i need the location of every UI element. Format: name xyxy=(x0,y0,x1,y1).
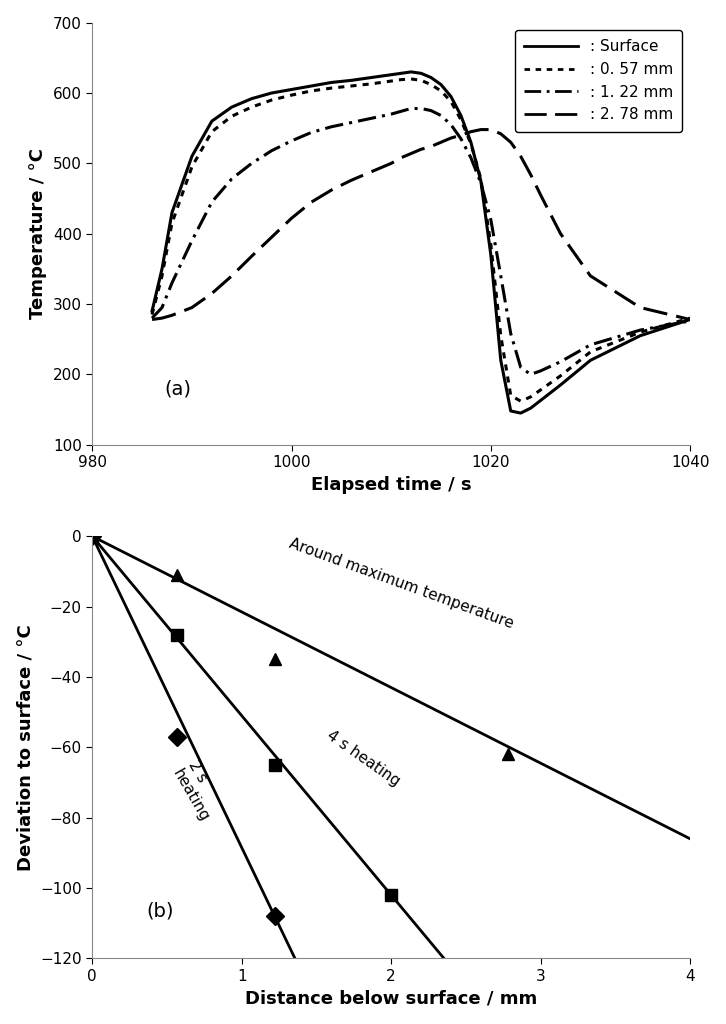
Text: (a): (a) xyxy=(164,379,191,398)
Text: 4 s heating: 4 s heating xyxy=(324,728,402,790)
Y-axis label: Deviation to surface / °C: Deviation to surface / °C xyxy=(17,624,35,870)
X-axis label: Distance below surface / mm: Distance below surface / mm xyxy=(245,989,537,1008)
Text: 2 s
heating: 2 s heating xyxy=(170,758,227,824)
Y-axis label: Temperature / °C: Temperature / °C xyxy=(29,148,47,319)
Text: Around maximum temperature: Around maximum temperature xyxy=(287,536,515,631)
Text: (b): (b) xyxy=(146,901,174,921)
Legend: : Surface, : 0. 57 mm, : 1. 22 mm, : 2. 78 mm: : Surface, : 0. 57 mm, : 1. 22 mm, : 2. … xyxy=(515,31,682,131)
X-axis label: Elapsed time / s: Elapsed time / s xyxy=(311,476,471,494)
